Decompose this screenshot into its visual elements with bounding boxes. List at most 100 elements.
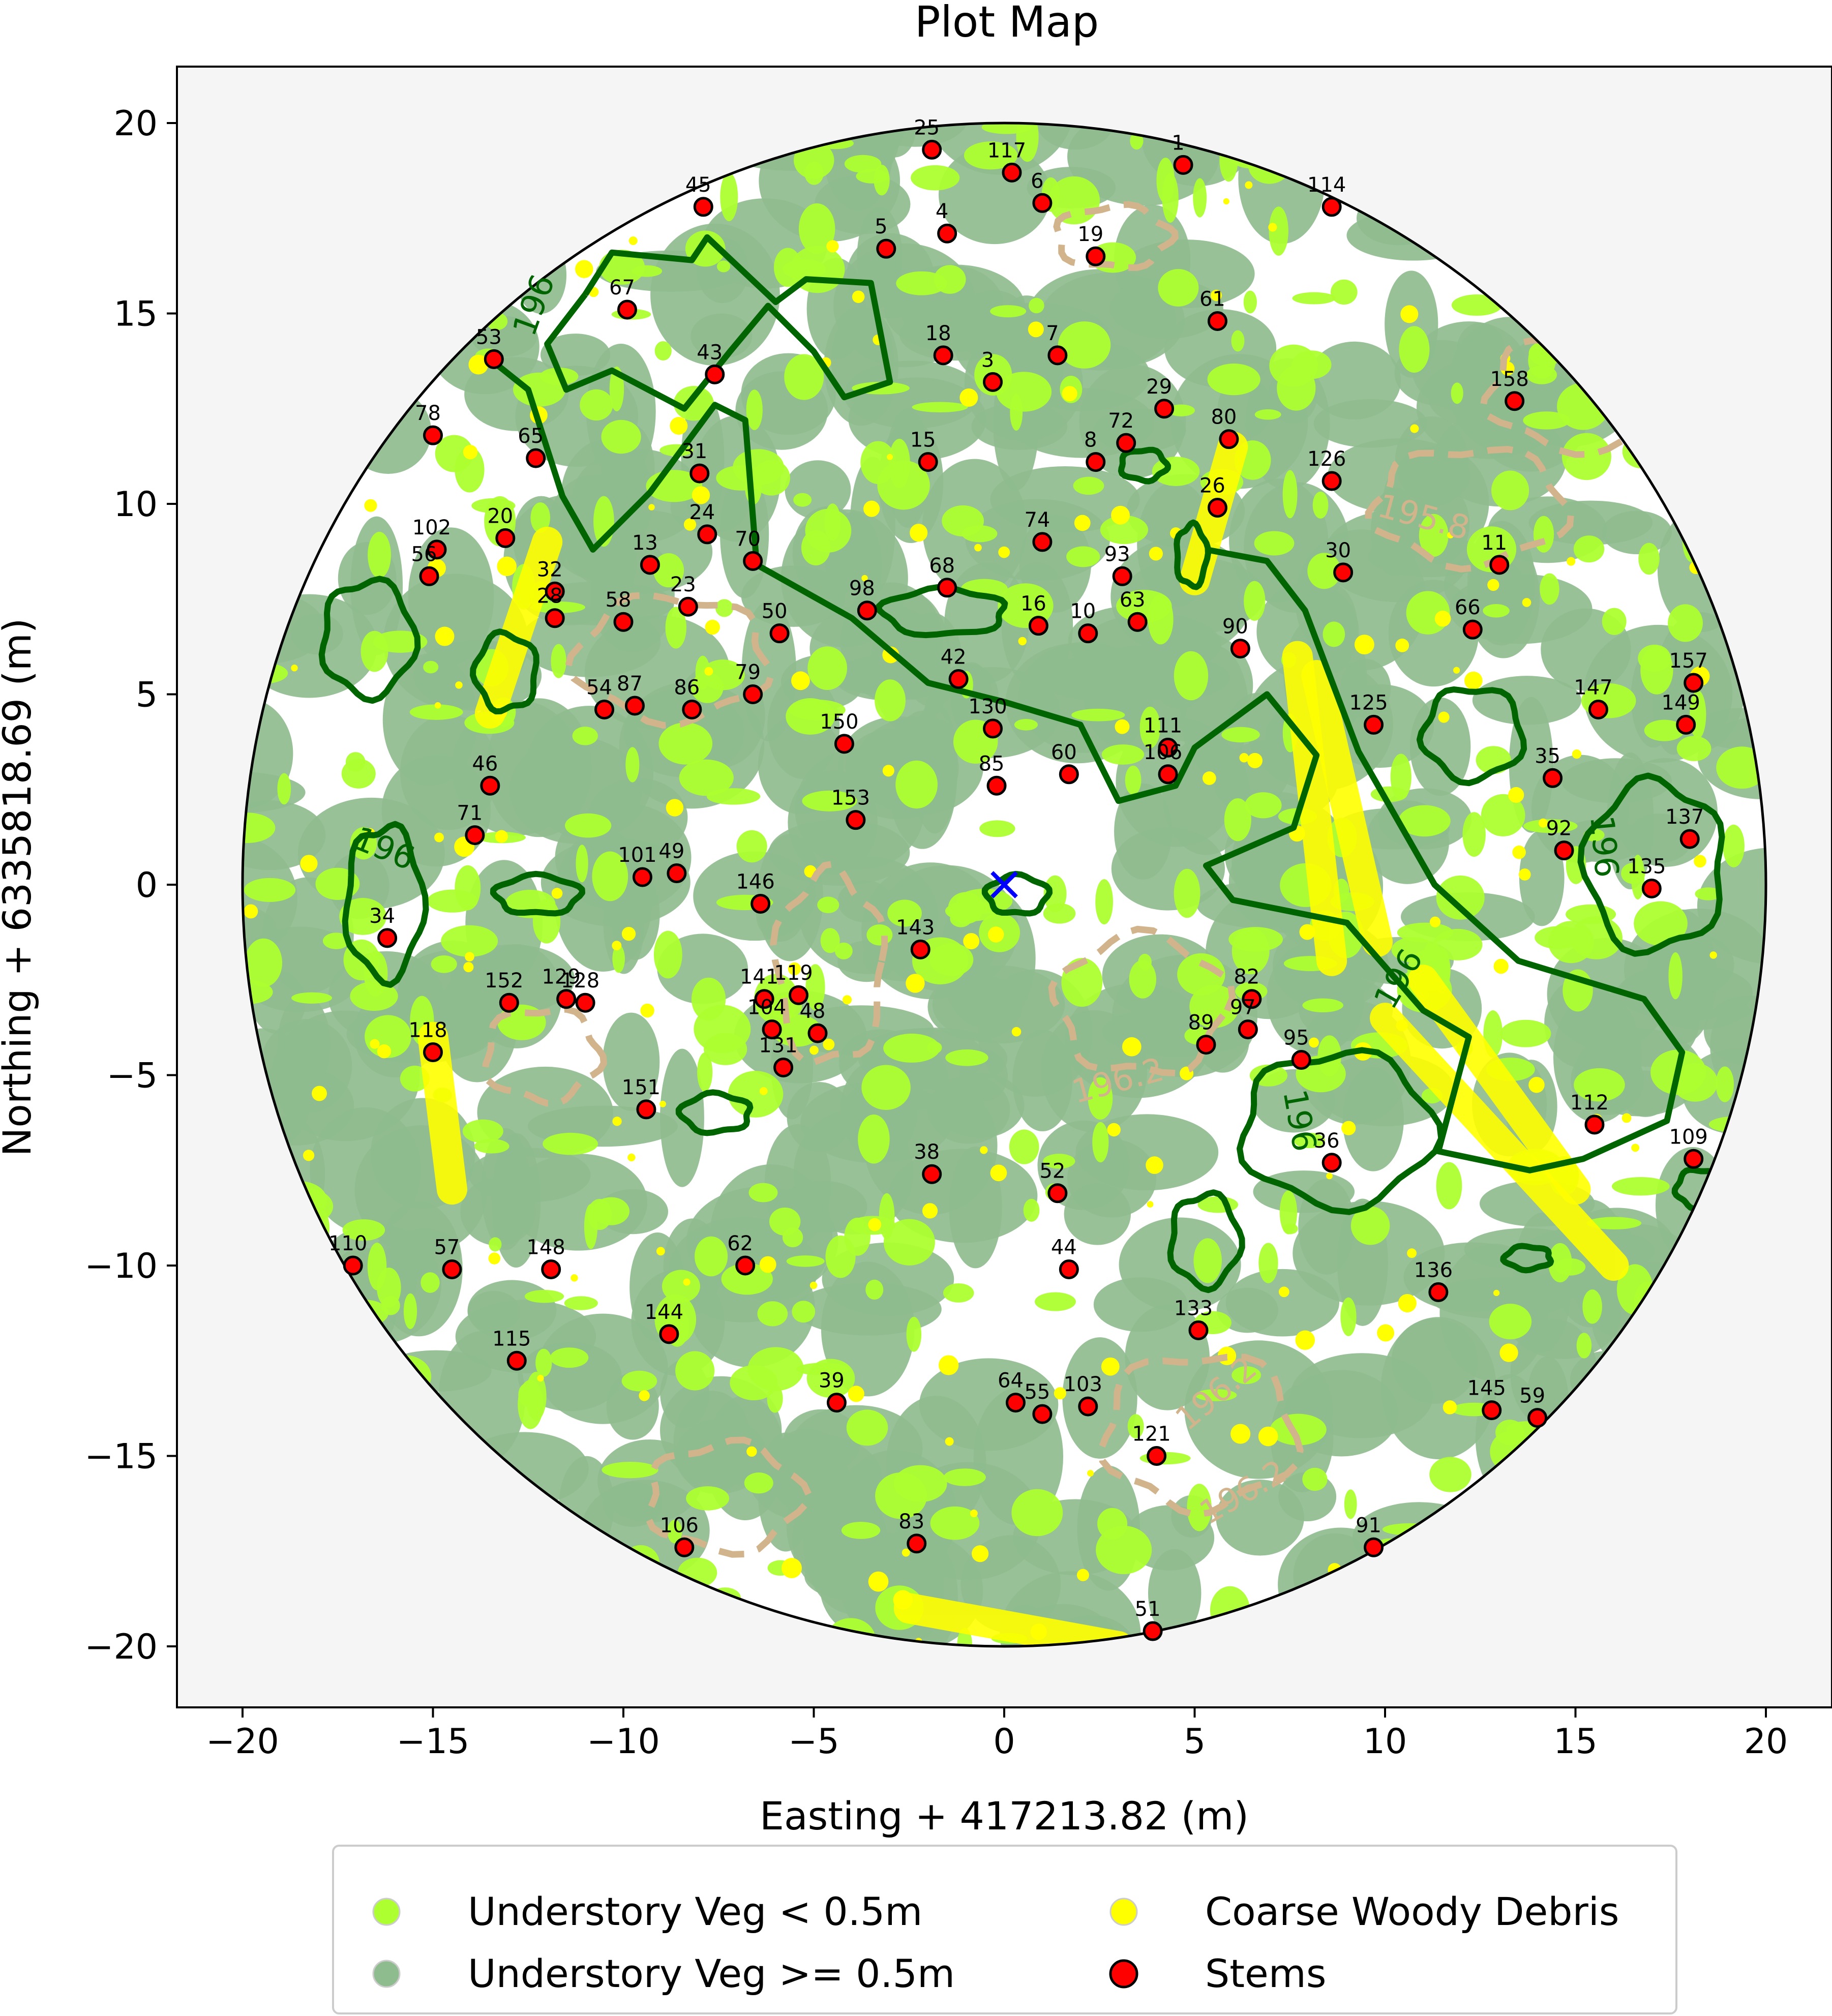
veg-high-patch bbox=[1036, 123, 1114, 150]
veg-high-patch bbox=[452, 700, 582, 836]
veg-low-patch bbox=[1576, 1333, 1592, 1359]
veg-low-patch bbox=[883, 1033, 940, 1063]
cwd-fragment bbox=[683, 1278, 690, 1286]
stem-marker: 71 bbox=[457, 802, 485, 846]
stem-label: 79 bbox=[735, 661, 761, 684]
stem-label: 101 bbox=[618, 844, 656, 867]
veg-high-patch bbox=[437, 967, 518, 1082]
veg-low-patch bbox=[1634, 901, 1688, 946]
veg-low-patch bbox=[530, 502, 551, 533]
stem-point bbox=[1005, 1393, 1026, 1413]
stem-label: 4 bbox=[936, 200, 948, 223]
veg-high-patch bbox=[1626, 813, 1693, 863]
stem-point bbox=[1028, 616, 1048, 636]
cwd-fragment bbox=[1518, 868, 1531, 881]
stem-point bbox=[1112, 566, 1132, 586]
veg-low-patch bbox=[1139, 706, 1160, 748]
veg-high-patch bbox=[1561, 758, 1672, 803]
cwd-fragment bbox=[1326, 1172, 1333, 1180]
cwd-fragment bbox=[1030, 1623, 1047, 1640]
veg-low-patch bbox=[1043, 1154, 1075, 1169]
stem-label: 5 bbox=[875, 215, 887, 238]
veg-low-patch bbox=[593, 1197, 630, 1225]
veg-low-patch bbox=[796, 1363, 849, 1376]
veg-low-patch bbox=[697, 1052, 713, 1092]
stem-label: 63 bbox=[1120, 588, 1146, 612]
stem-marker: 15 bbox=[910, 429, 938, 472]
veg-high-patch bbox=[603, 1012, 660, 1111]
veg-low-patch bbox=[860, 441, 896, 485]
veg-low-patch bbox=[612, 945, 625, 973]
stem-point bbox=[789, 985, 809, 1005]
veg-high-patch bbox=[1519, 830, 1565, 926]
veg-low-patch bbox=[962, 525, 998, 543]
veg-low-patch bbox=[753, 460, 790, 496]
cwd-fragment bbox=[863, 500, 880, 517]
stem-marker: 90 bbox=[1222, 615, 1250, 659]
veg-low-patch bbox=[381, 1296, 400, 1315]
cwd-fragment bbox=[291, 665, 298, 672]
veg-low-patch bbox=[1043, 875, 1067, 913]
stem-marker: 112 bbox=[1570, 1091, 1609, 1135]
cwd-fragment bbox=[974, 544, 982, 552]
stem-marker: 64 bbox=[998, 1369, 1026, 1413]
stem-label: 126 bbox=[1307, 447, 1346, 471]
veg-low-patch bbox=[1224, 798, 1251, 841]
cwd-fragment bbox=[1567, 557, 1576, 566]
veg-high-patch bbox=[243, 836, 297, 961]
stem-point bbox=[735, 1255, 756, 1276]
veg-low-patch bbox=[1586, 1217, 1642, 1230]
stem-marker: 130 bbox=[968, 695, 1007, 739]
veg-low-patch bbox=[1398, 805, 1451, 837]
stem-label: 45 bbox=[685, 173, 711, 197]
stem-label: 83 bbox=[898, 1510, 924, 1533]
cwd-fragment bbox=[628, 236, 638, 246]
stem-marker: 70 bbox=[735, 527, 763, 571]
contour-196-2 bbox=[1053, 201, 1179, 271]
stem-point bbox=[1002, 162, 1022, 183]
cwd-fragment bbox=[1247, 753, 1263, 768]
veg-low-patch bbox=[1174, 651, 1209, 701]
veg-low-patch bbox=[893, 1465, 947, 1502]
stem-marker: 46 bbox=[472, 752, 500, 796]
cwd-fragment bbox=[537, 1374, 544, 1382]
veg-low-patch bbox=[322, 932, 350, 949]
veg-low-patch bbox=[1244, 581, 1266, 621]
stem-marker: 7 bbox=[1046, 322, 1068, 366]
veg-low-patch bbox=[1071, 708, 1125, 721]
veg-low-patch bbox=[1073, 476, 1104, 495]
stem-marker: 25 bbox=[914, 116, 942, 160]
legend-label: Stems bbox=[1205, 1951, 1326, 1996]
veg-low-patch bbox=[950, 910, 972, 927]
stem-label: 67 bbox=[609, 276, 635, 299]
veg-low-patch bbox=[1462, 812, 1486, 857]
legend-item: Stems bbox=[1109, 1951, 1326, 1996]
stem-point bbox=[986, 775, 1007, 796]
veg-high-patch bbox=[467, 1290, 520, 1332]
cwd-fragment bbox=[759, 1087, 768, 1095]
veg-low-patch bbox=[1526, 365, 1557, 384]
stem-marker: 18 bbox=[925, 322, 953, 366]
cwd-fragment bbox=[998, 546, 1010, 558]
stem-marker: 121 bbox=[1132, 1423, 1171, 1466]
stem-label: 133 bbox=[1174, 1297, 1213, 1320]
stem-label: 70 bbox=[735, 527, 761, 551]
stem-label: 114 bbox=[1307, 173, 1346, 197]
stem-marker: 65 bbox=[518, 425, 546, 468]
veg-low-patch bbox=[820, 928, 840, 953]
veg-low-patch bbox=[943, 1283, 974, 1303]
stem-point bbox=[674, 1537, 695, 1557]
cwd-fragment bbox=[1028, 321, 1044, 338]
stem-label: 18 bbox=[925, 322, 951, 345]
cwd-fragment bbox=[1299, 924, 1315, 940]
veg-low-patch bbox=[1574, 1068, 1625, 1102]
stem-label: 153 bbox=[831, 787, 870, 810]
stem-label: 48 bbox=[800, 1000, 826, 1023]
stem-label: 98 bbox=[849, 577, 875, 600]
contour-196 bbox=[675, 1089, 754, 1136]
legend-swatch bbox=[1109, 1898, 1138, 1926]
stem-label: 130 bbox=[968, 695, 1007, 718]
veg-low-patch bbox=[1043, 903, 1076, 924]
cwd-fragment bbox=[621, 926, 636, 941]
cwd-fragment bbox=[497, 556, 517, 577]
